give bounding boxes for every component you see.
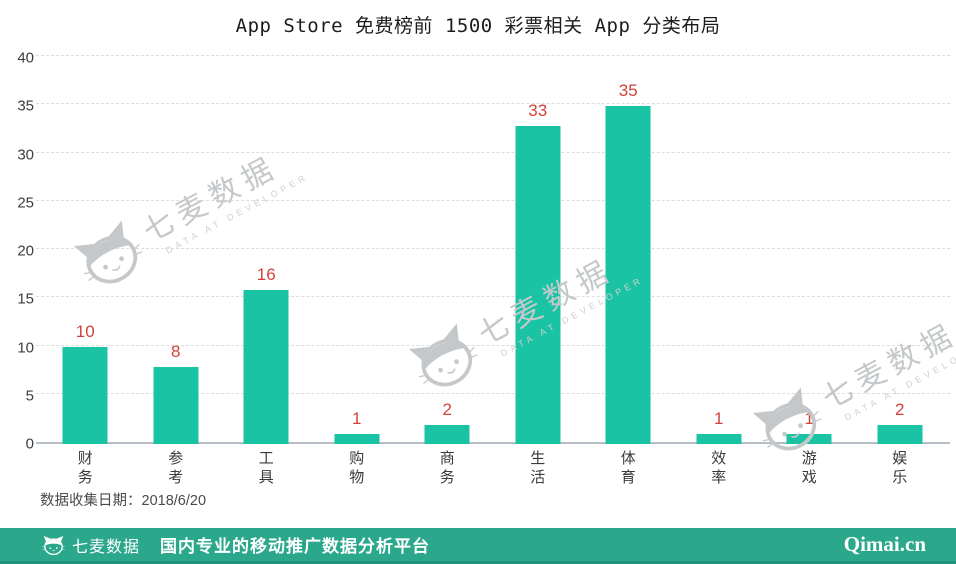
x-tick-text: 财务: [77, 450, 93, 486]
bar-slot: 10: [40, 58, 131, 444]
footer-bar: 七麦数据 国内专业的移动推广数据分析平台 Qimai.cn: [0, 528, 956, 564]
bar: [515, 126, 561, 444]
bar-value-label: 1: [804, 409, 814, 428]
bar-slot: 2: [855, 58, 946, 444]
x-tick-text: 工具: [258, 450, 274, 486]
bar-slot: 2: [402, 58, 493, 444]
bar: [62, 347, 108, 444]
bar-slot: 35: [583, 58, 674, 444]
bar: [243, 290, 289, 444]
bar: [153, 367, 199, 444]
bar-value-label: 16: [256, 265, 276, 284]
x-tick-text: 参考: [168, 450, 184, 486]
plot-area: [36, 55, 950, 444]
x-tick-text: 体育: [620, 450, 636, 486]
gridline: [36, 55, 950, 56]
chart-title: App Store 免费榜前 1500 彩票相关 App 分类布局: [235, 15, 721, 37]
footer-tagline: 国内专业的移动推广数据分析平台: [160, 537, 431, 556]
x-tick-label: 工具: [221, 450, 312, 488]
y-tick-label: 15: [17, 290, 34, 308]
footer-site-url: Qimai.cn: [843, 532, 926, 556]
bar-value-label: 33: [528, 101, 548, 120]
x-axis-labels: 财务 参考 工具 购物 商务 生活 体育 效率 游戏 娱乐: [40, 450, 945, 488]
gridline: [36, 344, 950, 346]
x-tick-text: 购物: [349, 450, 365, 486]
y-tick-label: 30: [17, 146, 34, 163]
y-tick-label: 0: [25, 435, 34, 453]
bar-slot: 33: [493, 58, 584, 444]
bar: [605, 106, 651, 444]
y-tick-label: 35: [17, 97, 34, 115]
x-tick-text: 游戏: [801, 450, 817, 486]
bar-slot: 1: [764, 58, 855, 444]
x-tick-label: 商务: [402, 450, 493, 488]
bar-value-label: 2: [442, 400, 452, 419]
y-tick-label: 10: [17, 339, 34, 356]
bar: [334, 434, 380, 444]
data-collection-date: 数据收集日期：2018/6/20: [40, 493, 207, 509]
x-tick-label: 参考: [131, 450, 222, 488]
gridline: [36, 103, 950, 105]
x-tick-label: 财务: [40, 450, 131, 488]
x-tick-label: 生活: [493, 450, 584, 488]
bar-slot: 1: [674, 58, 765, 444]
bar: [696, 434, 742, 444]
bar-value-label: 1: [352, 409, 362, 428]
qimai-logo-cat-icon: [42, 535, 65, 555]
bar-value-label: 35: [618, 81, 638, 100]
y-tick-label: 25: [17, 194, 34, 212]
x-tick-label: 体育: [583, 450, 674, 488]
x-tick-text: 娱乐: [892, 450, 908, 486]
bar: [877, 425, 923, 444]
bar-value-label: 10: [75, 322, 95, 341]
bar-slot: 16: [221, 58, 312, 444]
x-tick-text: 效率: [711, 450, 727, 486]
x-tick-label: 游戏: [764, 450, 855, 488]
bar: [424, 425, 470, 444]
y-tick-label: 40: [17, 49, 34, 67]
footer-brand: 七麦数据: [72, 538, 141, 556]
x-tick-label: 娱乐: [855, 450, 946, 488]
bar-value-label: 2: [895, 400, 905, 419]
gridline: [36, 392, 950, 394]
x-tick-label: 效率: [674, 450, 765, 488]
gridline: [36, 151, 950, 153]
x-tick-text: 商务: [439, 450, 455, 486]
gridline: [36, 248, 950, 249]
bar-slot: 1: [312, 58, 403, 444]
bar-slot: 8: [131, 58, 222, 444]
x-tick-label: 购物: [312, 450, 403, 488]
y-axis: 0 5 10 15 20 25 30 35 40: [0, 50, 34, 453]
x-tick-text: 生活: [530, 450, 546, 486]
y-tick-label: 20: [17, 242, 34, 260]
bar: [786, 434, 832, 444]
gridline: [36, 296, 950, 298]
y-tick-label: 5: [25, 387, 34, 405]
bar-value-label: 8: [171, 342, 181, 361]
bar-value-label: 1: [714, 409, 724, 428]
bars-container: 10 8 16 1 2 33 35 1 1 2: [40, 58, 945, 444]
gridline: [36, 199, 950, 201]
